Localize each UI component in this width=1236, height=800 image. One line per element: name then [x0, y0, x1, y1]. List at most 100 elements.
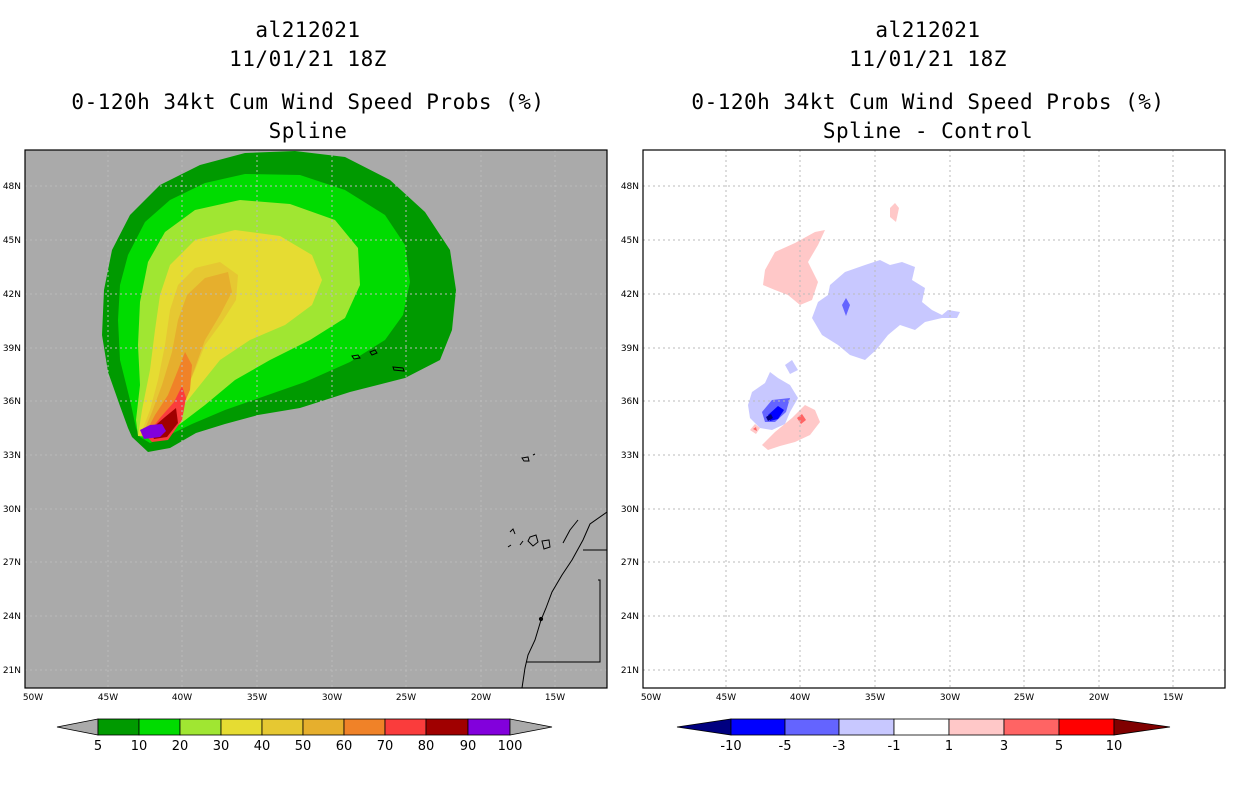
- colorbar-min-arrow: [56, 718, 99, 736]
- right-colorbar-labels: -10 -5 -3 -1 1 3 5 10: [720, 739, 1122, 754]
- storm-id: al212021: [875, 18, 981, 42]
- lat-label: 33N: [3, 451, 21, 461]
- positive-diff-3-5: [753, 427, 757, 431]
- colorbar-label: 30: [213, 739, 230, 754]
- africa-coast: [521, 511, 607, 688]
- lon-label: 20W: [471, 693, 491, 703]
- colorbar-label: 40: [254, 739, 271, 754]
- colorbar-swatch: [893, 718, 950, 736]
- colorbar-swatch: [425, 718, 469, 736]
- colorbar-min-arrow: [676, 718, 732, 736]
- colorbar-label: 10: [131, 739, 148, 754]
- map-background: [643, 150, 1225, 688]
- lat-axis-labels: 48N 45N 42N 39N 36N 33N 30N 27N 24N 21N: [3, 182, 21, 676]
- right-colorbar: [676, 718, 1171, 736]
- colorbar-label: 10: [1106, 739, 1123, 754]
- panel-subtitle: Spline - Control: [822, 119, 1034, 143]
- border-line: [526, 579, 601, 663]
- lat-label: 45N: [3, 236, 21, 246]
- colorbar-label: 20: [172, 739, 189, 754]
- colorbar-label: 100: [498, 739, 523, 754]
- forecast-time: 11/01/21 18Z: [229, 47, 387, 71]
- colorbar-swatch: [467, 718, 511, 736]
- lat-axis-labels: 48N 45N 42N 39N 36N 33N 30N 27N 24N 21N: [621, 182, 639, 676]
- colorbar-swatch: [948, 718, 1005, 736]
- lat-label: 48N: [3, 182, 21, 192]
- lat-label: 48N: [621, 182, 639, 192]
- lat-label: 36N: [3, 397, 21, 407]
- panel-subtitle: Spline: [268, 119, 348, 143]
- graticule: [25, 150, 607, 688]
- colorbar-label: 70: [377, 739, 394, 754]
- lon-label: 20W: [1089, 693, 1109, 703]
- colorbar-swatch: [138, 718, 181, 736]
- azores: [351, 349, 405, 372]
- lon-label: 25W: [396, 693, 416, 703]
- colorbar-swatch: [838, 718, 895, 736]
- left-panel-title: al212021 11/01/21 18Z 0-120h 34kt Cum Wi…: [8, 16, 608, 146]
- colorbar-swatch: [784, 718, 840, 736]
- colorbar-swatch: [261, 718, 304, 736]
- lon-label: 35W: [247, 693, 267, 703]
- probability-contours: [102, 151, 456, 452]
- lat-label: 42N: [621, 290, 639, 300]
- coastlines: [351, 349, 607, 688]
- colorbar-max-arrow: [509, 718, 553, 736]
- lat-label: 21N: [3, 666, 21, 676]
- colorbar-label: -3: [833, 739, 846, 754]
- left-colorbar-labels: 5 10 20 30 40 50 60 70 80 90 100: [94, 739, 523, 754]
- negative-diff-lt-10: [766, 414, 773, 421]
- lon-label: 50W: [641, 693, 661, 703]
- lat-label: 30N: [621, 505, 639, 515]
- forecast-time: 11/01/21 18Z: [849, 47, 1007, 71]
- lat-label: 39N: [621, 344, 639, 354]
- left-colorbar: [56, 718, 553, 736]
- colorbar-swatch: [220, 718, 263, 736]
- colorbar-swatch: [1058, 718, 1115, 736]
- graticule: [643, 150, 1225, 688]
- positive-diff-1-3: [762, 405, 820, 450]
- lat-label: 42N: [3, 290, 21, 300]
- lon-label: 30W: [940, 693, 960, 703]
- madeira: [521, 453, 536, 462]
- lat-label: 36N: [621, 397, 639, 407]
- lat-label: 30N: [3, 505, 21, 515]
- left-map: 48N 45N 42N 39N 36N 33N 30N 27N 24N 21N …: [3, 149, 608, 703]
- positive-diff-3-5: [797, 414, 806, 424]
- colorbar-label: 50: [295, 739, 312, 754]
- map-frame: [24, 149, 608, 689]
- colorbar-label: 3: [1000, 739, 1008, 754]
- colorbar-label: -1: [888, 739, 901, 754]
- lat-label: 24N: [621, 612, 639, 622]
- lon-label: 15W: [545, 693, 565, 703]
- lon-label: 25W: [1014, 693, 1034, 703]
- right-panel-title: al212021 11/01/21 18Z 0-120h 34kt Cum Wi…: [628, 16, 1228, 146]
- positive-diff-1-3: [763, 230, 825, 305]
- colorbar-label: 5: [1055, 739, 1063, 754]
- contour-50: [142, 272, 232, 436]
- island-dot: [538, 616, 544, 622]
- colorbar-swatch: [343, 718, 386, 736]
- colorbar-swatch: [302, 718, 345, 736]
- lon-axis-labels: 50W 45W 40W 35W 30W 25W 20W 15W: [641, 693, 1183, 703]
- contour-90: [140, 424, 166, 439]
- lon-label: 35W: [865, 693, 885, 703]
- lon-label: 15W: [1163, 693, 1183, 703]
- colorbar-label: 80: [418, 739, 435, 754]
- colorbar-label: 5: [94, 739, 102, 754]
- product-title: 0-120h 34kt Cum Wind Speed Probs (%): [691, 90, 1165, 114]
- colorbar-swatch: [384, 718, 427, 736]
- lon-axis-labels: 50W 45W 40W 35W 30W 25W 20W 15W: [23, 693, 565, 703]
- negative-diff-1-3: [785, 360, 798, 374]
- colorbar-swatch: [179, 718, 222, 736]
- lat-label: 27N: [3, 558, 21, 568]
- contour-60: [144, 352, 192, 438]
- lat-label: 27N: [621, 558, 639, 568]
- negative-diff-3-5: [842, 298, 850, 316]
- colorbar-label: 60: [336, 739, 353, 754]
- lat-label: 24N: [3, 612, 21, 622]
- lon-label: 30W: [322, 693, 342, 703]
- colorbar-max-arrow: [1113, 718, 1171, 736]
- positive-diff-1-3: [890, 203, 899, 222]
- right-map: 48N 45N 42N 39N 36N 33N 30N 27N 24N 21N …: [621, 149, 1226, 703]
